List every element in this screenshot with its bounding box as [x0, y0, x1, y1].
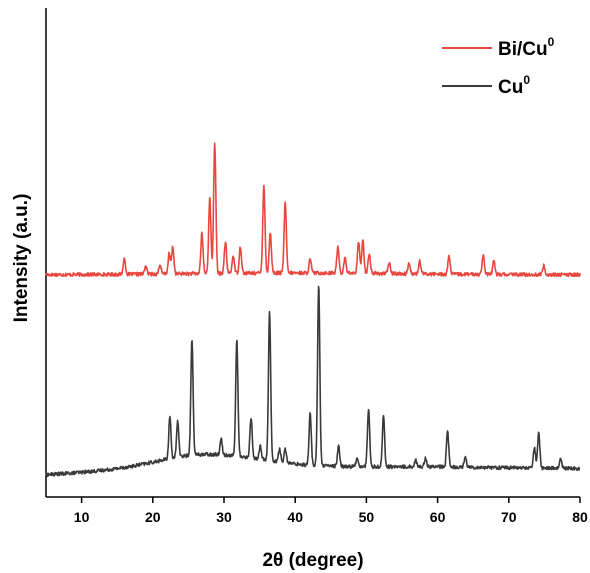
legend-label-bi-cu-sup: 0: [548, 35, 555, 49]
x-tick-label-10: 10: [74, 509, 90, 525]
x-tick-labels: 10 20 30 40 50 60 70 80: [74, 509, 588, 525]
legend-label-cu-sup: 0: [523, 73, 530, 87]
x-tick-label-30: 30: [216, 509, 232, 525]
x-tick-label-20: 20: [145, 509, 161, 525]
series-line-bi-cu: [45, 142, 581, 278]
series-layer: [45, 142, 581, 478]
x-ticks: [80, 497, 581, 503]
x-tick-label-60: 60: [430, 509, 446, 525]
x-tick-label-80: 80: [572, 509, 588, 525]
legend: Bi/Cu0 Cu0: [442, 35, 555, 98]
x-tick-label-70: 70: [501, 509, 517, 525]
series-line-cu: [45, 285, 581, 478]
legend-label-cu: Cu0: [498, 73, 530, 98]
x-axis-title: 2θ (degree): [262, 550, 363, 571]
x-tick-label-50: 50: [359, 509, 375, 525]
legend-label-cu-name: Cu: [498, 77, 523, 98]
legend-label-bi-cu-name: Bi/Cu: [498, 39, 548, 60]
legend-label-bi-cu: Bi/Cu0: [498, 35, 555, 60]
y-axis-title: Intensity (a.u.): [11, 194, 32, 323]
x-tick-label-40: 40: [287, 509, 303, 525]
